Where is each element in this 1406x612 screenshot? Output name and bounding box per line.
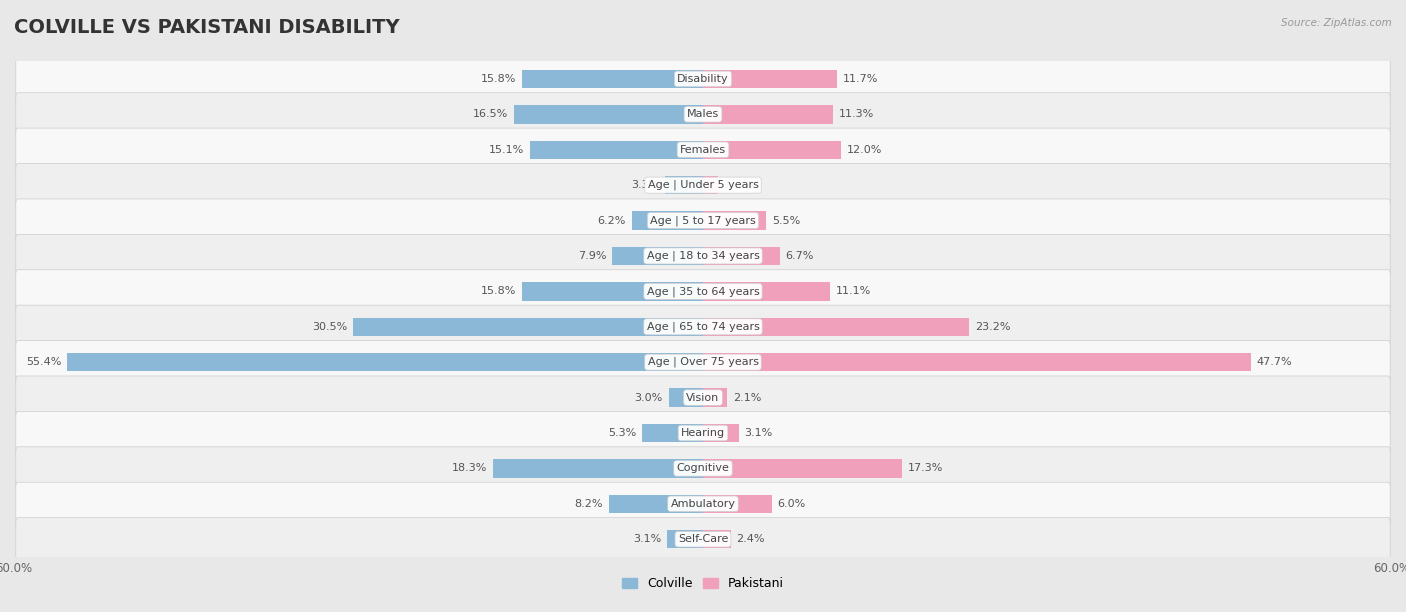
- Text: 1.3%: 1.3%: [724, 180, 752, 190]
- FancyBboxPatch shape: [15, 128, 1391, 171]
- Text: 15.1%: 15.1%: [489, 144, 524, 155]
- Text: 5.3%: 5.3%: [609, 428, 637, 438]
- Text: 5.5%: 5.5%: [772, 215, 800, 226]
- Text: Cognitive: Cognitive: [676, 463, 730, 474]
- Bar: [703, 176, 718, 195]
- Text: Hearing: Hearing: [681, 428, 725, 438]
- Bar: [612, 247, 703, 265]
- Text: 11.7%: 11.7%: [844, 74, 879, 84]
- FancyBboxPatch shape: [15, 340, 1391, 384]
- Bar: [522, 282, 703, 300]
- Bar: [494, 459, 703, 477]
- Bar: [353, 318, 703, 336]
- Text: 11.1%: 11.1%: [837, 286, 872, 296]
- Text: Self-Care: Self-Care: [678, 534, 728, 544]
- Bar: [703, 424, 738, 442]
- Text: 2.1%: 2.1%: [733, 392, 761, 403]
- Text: 15.8%: 15.8%: [481, 74, 516, 84]
- Text: Females: Females: [681, 144, 725, 155]
- Text: 3.1%: 3.1%: [744, 428, 772, 438]
- Text: Age | 18 to 34 years: Age | 18 to 34 years: [647, 251, 759, 261]
- Text: 15.8%: 15.8%: [481, 286, 516, 296]
- Text: 3.0%: 3.0%: [634, 392, 662, 403]
- Bar: [513, 105, 703, 124]
- Bar: [703, 459, 901, 477]
- FancyBboxPatch shape: [15, 163, 1391, 207]
- Text: 2.4%: 2.4%: [737, 534, 765, 544]
- FancyBboxPatch shape: [15, 518, 1391, 561]
- FancyBboxPatch shape: [15, 411, 1391, 455]
- Text: 6.2%: 6.2%: [598, 215, 626, 226]
- Bar: [703, 141, 841, 159]
- Text: 16.5%: 16.5%: [472, 110, 508, 119]
- FancyBboxPatch shape: [15, 376, 1391, 419]
- Bar: [665, 176, 703, 195]
- Bar: [703, 389, 727, 407]
- Text: Age | Under 5 years: Age | Under 5 years: [648, 180, 758, 190]
- Text: 3.1%: 3.1%: [634, 534, 662, 544]
- Bar: [703, 105, 832, 124]
- Text: 8.2%: 8.2%: [575, 499, 603, 509]
- Text: 23.2%: 23.2%: [976, 322, 1011, 332]
- FancyBboxPatch shape: [15, 58, 1391, 100]
- FancyBboxPatch shape: [15, 199, 1391, 242]
- Text: Age | 65 to 74 years: Age | 65 to 74 years: [647, 321, 759, 332]
- Text: 6.7%: 6.7%: [786, 251, 814, 261]
- Text: 6.0%: 6.0%: [778, 499, 806, 509]
- Bar: [703, 353, 1251, 371]
- Bar: [67, 353, 703, 371]
- Bar: [631, 211, 703, 230]
- Legend: Colville, Pakistani: Colville, Pakistani: [617, 572, 789, 595]
- Bar: [669, 389, 703, 407]
- Bar: [530, 141, 703, 159]
- Bar: [703, 282, 831, 300]
- FancyBboxPatch shape: [15, 270, 1391, 313]
- Text: Age | Over 75 years: Age | Over 75 years: [648, 357, 758, 367]
- Text: 47.7%: 47.7%: [1257, 357, 1292, 367]
- Bar: [703, 318, 969, 336]
- Text: Age | 35 to 64 years: Age | 35 to 64 years: [647, 286, 759, 297]
- Bar: [522, 70, 703, 88]
- Text: Age | 5 to 17 years: Age | 5 to 17 years: [650, 215, 756, 226]
- Bar: [643, 424, 703, 442]
- Text: Disability: Disability: [678, 74, 728, 84]
- Bar: [703, 530, 731, 548]
- Text: 18.3%: 18.3%: [451, 463, 486, 474]
- FancyBboxPatch shape: [15, 234, 1391, 278]
- Text: Vision: Vision: [686, 392, 720, 403]
- FancyBboxPatch shape: [15, 305, 1391, 348]
- Bar: [703, 247, 780, 265]
- Text: COLVILLE VS PAKISTANI DISABILITY: COLVILLE VS PAKISTANI DISABILITY: [14, 18, 399, 37]
- Bar: [609, 494, 703, 513]
- Text: 7.9%: 7.9%: [578, 251, 606, 261]
- Text: Source: ZipAtlas.com: Source: ZipAtlas.com: [1281, 18, 1392, 28]
- FancyBboxPatch shape: [15, 482, 1391, 526]
- Text: Males: Males: [688, 110, 718, 119]
- Bar: [668, 530, 703, 548]
- FancyBboxPatch shape: [15, 447, 1391, 490]
- Text: 30.5%: 30.5%: [312, 322, 347, 332]
- FancyBboxPatch shape: [15, 92, 1391, 136]
- Bar: [703, 70, 838, 88]
- Text: 11.3%: 11.3%: [838, 110, 873, 119]
- Text: Ambulatory: Ambulatory: [671, 499, 735, 509]
- Text: 17.3%: 17.3%: [907, 463, 943, 474]
- Text: 3.3%: 3.3%: [631, 180, 659, 190]
- Bar: [703, 211, 766, 230]
- Bar: [703, 494, 772, 513]
- Text: 55.4%: 55.4%: [25, 357, 60, 367]
- Text: 12.0%: 12.0%: [846, 144, 882, 155]
